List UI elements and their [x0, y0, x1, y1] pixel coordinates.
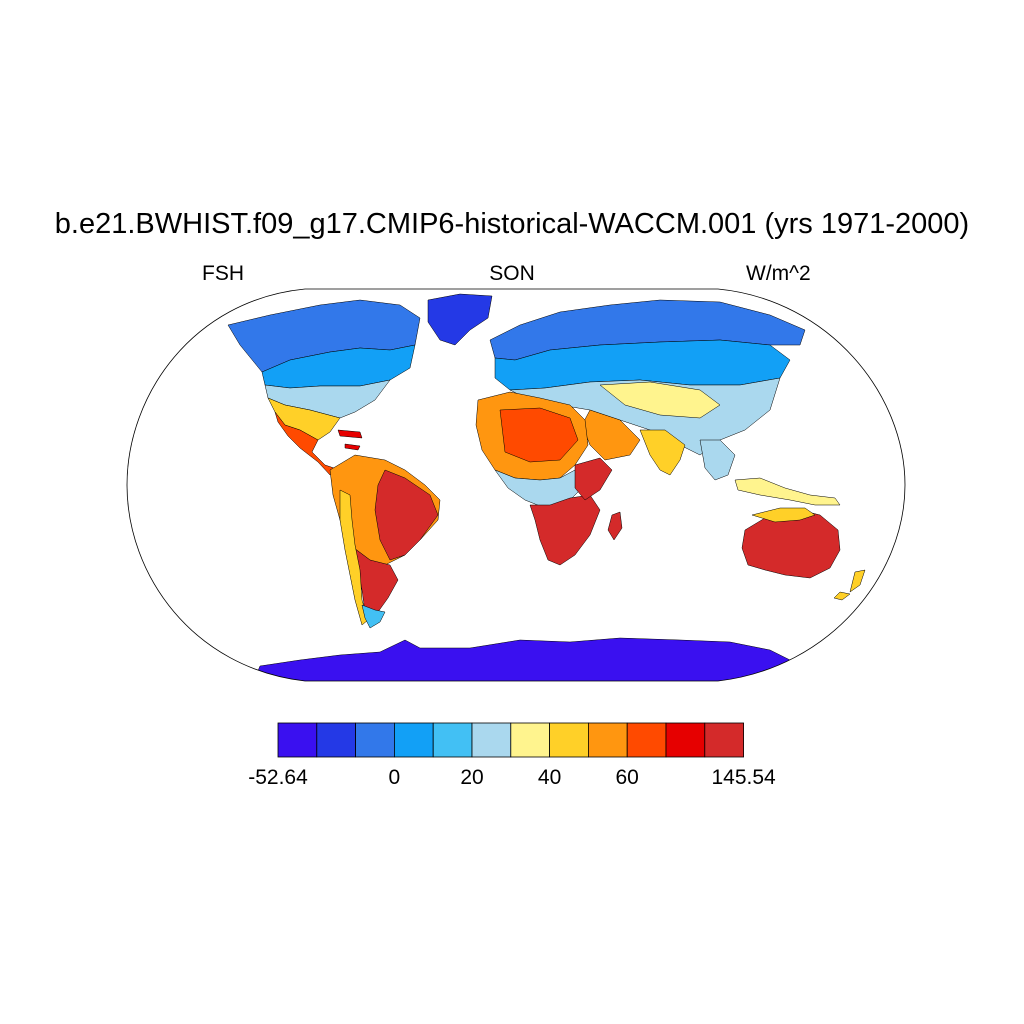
- madagascar: [607, 511, 623, 541]
- colorbar-tick-label: 60: [615, 766, 639, 789]
- caribbean-islands: [337, 429, 363, 451]
- colorbar-box: [316, 722, 356, 758]
- colorbar: [277, 722, 744, 758]
- map-boundary: [126, 288, 906, 682]
- colorbar-box: [549, 722, 589, 758]
- colorbar-box: [588, 722, 628, 758]
- sahara-hot: [499, 407, 579, 463]
- africa-south: [529, 494, 601, 566]
- south-america-core: [374, 469, 439, 561]
- eurasia-temperate: [509, 377, 781, 456]
- colorbar-box: [704, 722, 744, 758]
- left-string: FSH: [202, 262, 244, 285]
- colorbar-tick-label: 20: [460, 766, 484, 789]
- colorbar-box: [626, 722, 667, 758]
- patagonia-tip: [361, 604, 386, 629]
- southeast-asia: [699, 439, 736, 481]
- horn-of-africa: [574, 457, 613, 501]
- colorbar-box: [510, 722, 550, 758]
- india-hot: [639, 429, 686, 476]
- center-string: SON: [489, 262, 535, 285]
- antarctica-land: [249, 637, 791, 681]
- indonesia-islands: [734, 477, 841, 506]
- right-string: W/m^2: [746, 262, 811, 285]
- land-masses: [227, 293, 866, 681]
- colorbar-box: [355, 722, 395, 758]
- colorbar-box: [432, 722, 473, 758]
- colorbar-tick-label: -52.64: [248, 766, 308, 789]
- greenland-land: [427, 293, 493, 346]
- colorbar-box: [393, 722, 434, 758]
- central-asia-warm: [599, 381, 721, 419]
- colorbar-box: [277, 722, 318, 758]
- colorbar-box: [471, 722, 512, 758]
- colorbar-box: [665, 722, 706, 758]
- colorbar-tick-label: 0: [388, 766, 401, 789]
- plot-title: b.e21.BWHIST.f09_g17.CMIP6-historical-WA…: [54, 208, 970, 240]
- new-zealand: [833, 569, 866, 601]
- colorbar-tick-label: 145.54: [711, 766, 776, 789]
- colorbar-tick-label: 40: [537, 766, 562, 789]
- australia-north-coast: [751, 507, 816, 523]
